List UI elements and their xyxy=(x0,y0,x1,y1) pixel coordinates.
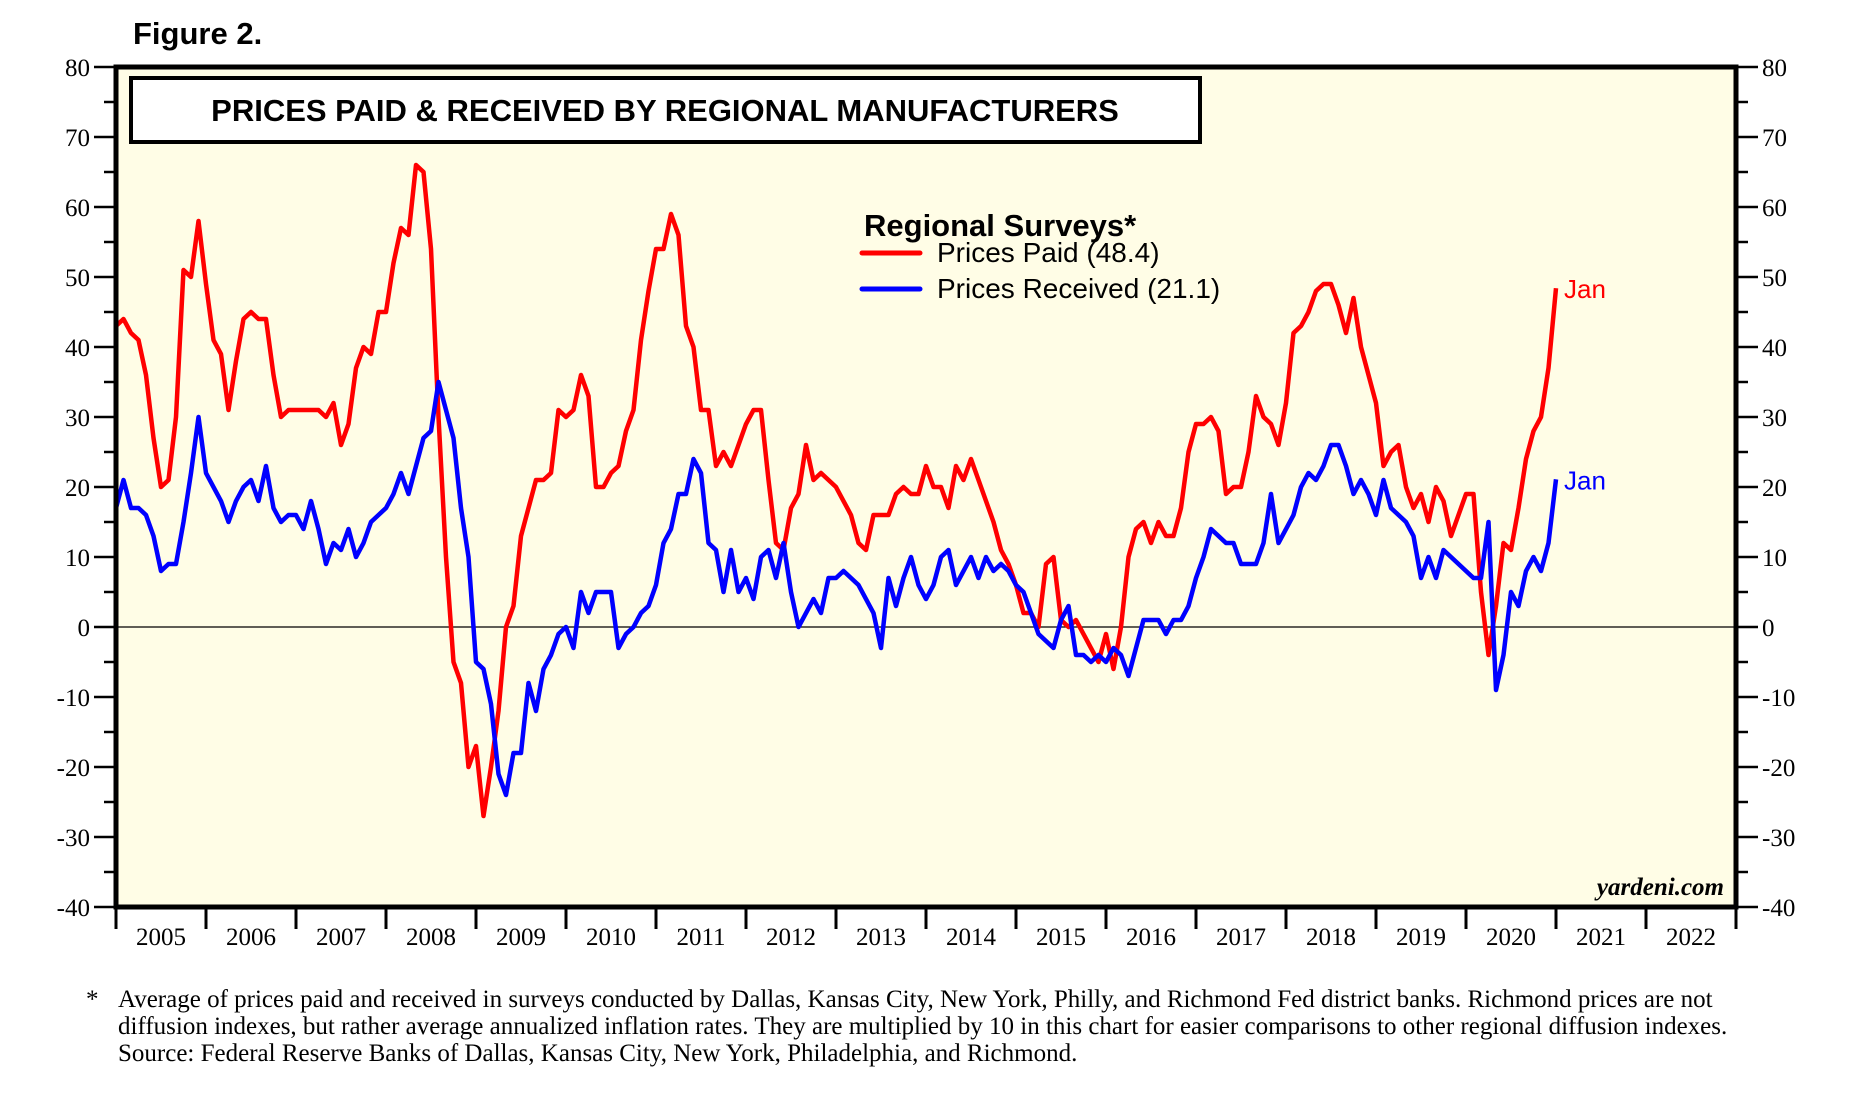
x-tick-label: 2021 xyxy=(1576,924,1626,951)
y-tick-label-left: -20 xyxy=(57,755,90,782)
footnote-marker: * xyxy=(86,986,99,1013)
end-label-prices-paid: Jan xyxy=(1564,274,1606,304)
x-tick-label: 2006 xyxy=(226,924,276,951)
prices-paid-points xyxy=(115,164,1557,817)
x-tick-label: 2011 xyxy=(676,924,725,951)
y-tick-label-right: 60 xyxy=(1762,195,1787,222)
y-tick-label-right: 80 xyxy=(1762,55,1787,82)
x-tick-label: 2009 xyxy=(496,924,546,951)
legend-label-prices-received: Prices Received (21.1) xyxy=(937,273,1220,304)
x-tick-label: 2005 xyxy=(136,924,186,951)
x-tick-label: 2020 xyxy=(1486,924,1536,951)
footnote-text: Average of prices paid and received in s… xyxy=(118,986,1728,1040)
x-tick-label: 2008 xyxy=(406,924,456,951)
y-tick-label-right: 30 xyxy=(1762,405,1787,432)
x-tick-label: 2013 xyxy=(856,924,906,951)
x-tick-label: 2010 xyxy=(586,924,636,951)
y-tick-label-right: 0 xyxy=(1762,615,1775,642)
y-tick-label-left: 80 xyxy=(65,55,90,82)
x-tick-label: 2016 xyxy=(1126,924,1176,951)
end-label-prices-received: Jan xyxy=(1564,465,1606,495)
y-tick-label-left: 10 xyxy=(65,545,90,572)
y-tick-label-right: 10 xyxy=(1762,545,1787,572)
watermark: yardeni.com xyxy=(1594,874,1724,901)
x-tick-label: 2012 xyxy=(766,924,816,951)
plot-background xyxy=(116,67,1736,907)
y-tick-label-left: 30 xyxy=(65,405,90,432)
y-tick-label-right: 20 xyxy=(1762,475,1787,502)
y-tick-label-left: 70 xyxy=(65,125,90,152)
y-tick-label-right: -10 xyxy=(1762,685,1795,712)
y-tick-label-left: 50 xyxy=(65,265,90,292)
y-tick-label-right: -40 xyxy=(1762,895,1795,922)
y-tick-label-left: 0 xyxy=(78,615,91,642)
prices-received-points xyxy=(115,381,1557,796)
y-tick-label-right: -20 xyxy=(1762,755,1795,782)
plot-frame xyxy=(113,64,1739,910)
x-tick-label: 2014 xyxy=(946,924,997,951)
chart-title: PRICES PAID & RECEIVED BY REGIONAL MANUF… xyxy=(211,93,1119,128)
x-tick-label: 2018 xyxy=(1306,924,1356,951)
y-tick-label-right: 70 xyxy=(1762,125,1787,152)
figure-label: Figure 2. xyxy=(133,16,263,51)
y-tick-label-left: 20 xyxy=(65,475,90,502)
x-tick-label: 2015 xyxy=(1036,924,1086,951)
footnote: * Average of prices paid and received in… xyxy=(86,986,1786,1067)
y-tick-label-left: -10 xyxy=(57,685,90,712)
legend-title: Regional Surveys* xyxy=(864,208,1137,243)
x-tick-label: 2007 xyxy=(316,924,366,951)
line-chart: PRICES PAID & RECEIVED BY REGIONAL MANUF… xyxy=(57,55,1796,951)
chart-title-box xyxy=(129,76,1202,144)
x-tick-label: 2022 xyxy=(1666,924,1716,951)
source-note: Source: Federal Reserve Banks of Dallas,… xyxy=(118,1040,1078,1067)
x-tick-label: 2019 xyxy=(1396,924,1446,951)
series-layer xyxy=(113,162,1559,819)
y-tick-label-right: 50 xyxy=(1762,265,1787,292)
y-tick-label-left: 40 xyxy=(65,335,90,362)
y-tick-label-right: 40 xyxy=(1762,335,1787,362)
legend-label-prices-paid: Prices Paid (48.4) xyxy=(937,237,1160,268)
y-tick-label-right: -30 xyxy=(1762,825,1795,852)
y-tick-label-left: -40 xyxy=(57,895,90,922)
y-tick-label-left: -30 xyxy=(57,825,90,852)
x-tick-label: 2017 xyxy=(1216,924,1266,951)
y-tick-label-left: 60 xyxy=(65,195,90,222)
